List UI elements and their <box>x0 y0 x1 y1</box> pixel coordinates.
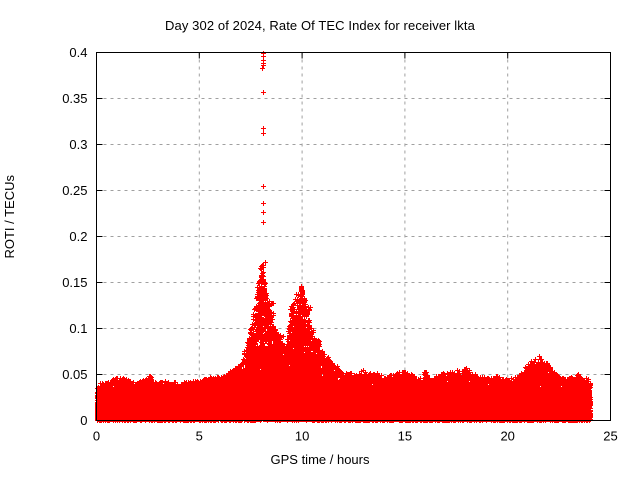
tick-labels: 0 0.05 0.1 0.15 0.2 0.25 0.3 0.35 0.4 0 5 10 15 20 25 <box>62 45 618 444</box>
y-tick-label: 0.3 <box>69 137 87 152</box>
plot-frame <box>96 52 611 421</box>
y-tick-label: 0.15 <box>62 275 87 290</box>
chart-title: Day 302 of 2024, Rate Of TEC Index for r… <box>165 18 475 33</box>
y-tick-label: 0.1 <box>69 321 87 336</box>
x-tick-label: 20 <box>500 429 514 444</box>
y-tick-label: 0.25 <box>62 183 87 198</box>
y-tick-label: 0 <box>80 413 87 428</box>
y-tick-label: 0.2 <box>69 229 87 244</box>
x-tick-label: 25 <box>603 429 617 444</box>
x-tick-label: 5 <box>196 429 203 444</box>
gridlines <box>96 52 611 421</box>
x-axis-label: GPS time / hours <box>270 452 370 467</box>
x-tick-label: 15 <box>398 429 412 444</box>
data-points <box>94 50 594 424</box>
y-tick-label: 0.35 <box>62 91 87 106</box>
x-tick-label: 10 <box>295 429 309 444</box>
y-tick-label: 0.05 <box>62 367 87 382</box>
y-tick-label: 0.4 <box>69 45 87 60</box>
x-tick-label: 0 <box>93 429 100 444</box>
